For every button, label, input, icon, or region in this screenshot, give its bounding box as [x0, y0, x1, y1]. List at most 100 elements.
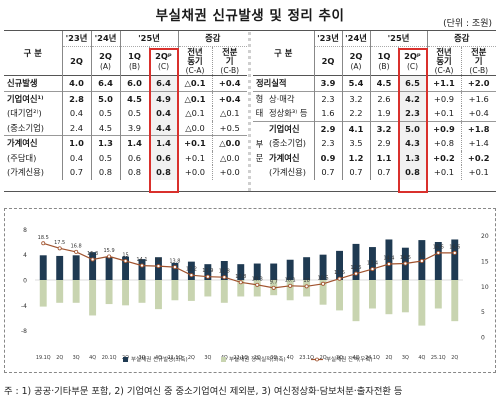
data-label-npl-balance: 14.1 [136, 257, 147, 263]
data-label-npl-balance: 14 [155, 258, 161, 264]
x-tick-label: 20.1Q [102, 355, 117, 361]
data-label-npl-balance: 17.5 [54, 240, 65, 246]
table-cell: 0.4 [148, 106, 178, 121]
table-row: 가계여신 1.0 1.3 1.4 1.4 +0.1 △0.0 [4, 135, 247, 151]
row-group-char: 형 [255, 94, 264, 104]
table-cell: △0.0 [211, 150, 247, 165]
table-cell: 0.4 [61, 150, 91, 165]
bar-npl-resolution [39, 280, 47, 307]
point-npl-balance [403, 261, 408, 266]
table-cell: +1.1 [426, 75, 461, 91]
legend-label-npl-balance: 부실채권 잔액(우축) [326, 355, 373, 363]
data-label-npl-balance: 13.4 [367, 261, 378, 267]
point-npl-balance [452, 250, 457, 255]
table-cell: +0.1 [426, 106, 461, 121]
data-label-npl-balance: 11.8 [219, 269, 230, 275]
bar-npl-resolution [237, 280, 245, 297]
x-tick-label: 3Q [204, 355, 211, 361]
table-cell: 6.5 [397, 75, 427, 91]
point-npl-balance [172, 265, 177, 270]
point-npl-balance [41, 241, 46, 246]
bar-new-npl [39, 255, 47, 280]
table-row: 부 문 기업여신 2.9 4.1 3.2 5.0 +0.9 +1.8 [253, 120, 496, 180]
y-right-tick-label: 0 [481, 335, 485, 342]
data-label-npl-balance: 11.5 [334, 270, 345, 276]
year-header: '24년 [341, 31, 370, 47]
row-group-char: 문 [255, 152, 264, 163]
table-cell: 0.7 [313, 165, 342, 180]
data-label-npl-balance: 16.6 [433, 244, 444, 250]
table-row: 가계여신 0.9 1.2 1.1 1.3 +0.2 +0.2 [253, 150, 496, 165]
year-header: '24년 [90, 31, 120, 47]
point-npl-balance [370, 267, 375, 272]
y-right-tick-label: 5 [481, 309, 485, 316]
data-label-npl-balance: 15 [122, 253, 128, 259]
point-npl-balance [205, 274, 210, 279]
row-label: 신규발생 [4, 75, 62, 91]
table-cell: △0.0 [177, 120, 212, 136]
bar-new-npl [171, 262, 179, 280]
table-cell: 0.5 [90, 106, 120, 121]
point-npl-balance [57, 246, 62, 251]
y-left-tick-label: -8 [21, 328, 27, 335]
col-header: 전분기 (C-B) [460, 46, 496, 76]
bar-new-npl [270, 263, 278, 280]
table-cell: +0.4 [460, 106, 496, 121]
data-label-npl-balance: 11.9 [202, 268, 213, 274]
point-npl-balance [238, 280, 243, 285]
bar-new-npl [253, 263, 261, 280]
new-npl-table: 구 분 '23년 '24년 '25년 증감 2Q 2Q (A) 1Q (B) 2Qᵖ… [4, 31, 247, 180]
row-label: (대기업²⁾) [7, 108, 42, 118]
point-npl-balance [419, 259, 424, 264]
legend-label-new-npl: 부실채권 신규발생(좌축) [131, 355, 188, 363]
table-cell: +0.5 [211, 120, 247, 136]
row-label: 정리실적 [253, 75, 314, 91]
table-row: (주담대) 0.4 0.5 0.6 0.6 +0.1 △0.0 [4, 150, 247, 165]
bar-npl-resolution [89, 280, 97, 316]
bar-new-npl [434, 242, 442, 280]
x-tick-label: 3Q [270, 355, 277, 361]
point-npl-balance [255, 282, 260, 287]
bar-npl-resolution [385, 280, 393, 315]
table-cell: 1.3 [90, 135, 120, 151]
bar-new-npl [369, 247, 376, 280]
table-cell: 2.2 [341, 106, 370, 121]
bar-new-npl [122, 256, 129, 280]
bar-new-npl [138, 259, 146, 280]
bar-new-npl [105, 257, 113, 280]
bar-new-npl [451, 239, 459, 280]
table-cell: 1.6 [313, 106, 342, 121]
year-header: '25년 [119, 31, 178, 47]
x-tick-label: 4Q [353, 355, 360, 361]
point-npl-balance [156, 264, 161, 269]
line-npl-balance [43, 242, 455, 289]
bar-npl-resolution [418, 280, 426, 326]
table-cell: 0.8 [90, 165, 120, 180]
y-left-tick-label: -4 [21, 303, 27, 310]
point-npl-balance [189, 273, 194, 278]
table-cell: +2.0 [460, 75, 496, 91]
bar-npl-resolution [336, 280, 343, 311]
row-group-char: 태 [255, 108, 264, 118]
table-cell: 2.3 [313, 90, 342, 106]
table-cell: 0.5 [90, 150, 120, 165]
x-tick-label: 3Q [73, 355, 80, 361]
bar-npl-resolution [72, 280, 80, 303]
data-label-npl-balance: 12.2 [186, 267, 197, 273]
x-tick-label: 3Q [402, 355, 409, 361]
npl-trend-chart: 8 4 0 -4 -8 20 15 10 5 0 19.1Q 2Q 3Q 4Q 20.1Q 2Q 3Q 4Q 21.… [4, 208, 496, 373]
point-npl-balance [139, 263, 144, 268]
table-cell: 6.0 [119, 75, 149, 91]
bar-npl-resolution [122, 280, 129, 306]
table-row: (가계신용) 0.7 0.8 0.8 0.8 +0.0 +0.0 [4, 165, 247, 180]
point-npl-balance [436, 250, 441, 255]
table-cell: +0.2 [460, 150, 496, 165]
unit-label: (단위 : 조원) [443, 19, 492, 29]
bar-npl-resolution [155, 280, 162, 310]
y-left-tick-label: 0 [23, 278, 27, 285]
table-cell: 2.8 [61, 90, 91, 106]
bar-new-npl [352, 243, 360, 280]
table-cell: 0.7 [369, 165, 398, 180]
table-cell: 4.1 [341, 120, 370, 136]
bar-npl-resolution [369, 280, 376, 309]
